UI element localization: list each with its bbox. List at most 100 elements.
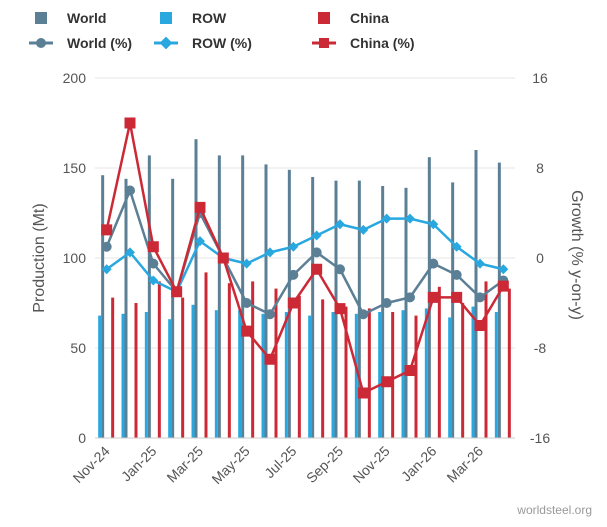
legend-label: World	[67, 10, 106, 26]
bar-china	[367, 308, 371, 438]
point-row	[265, 247, 275, 258]
bar-world	[497, 162, 501, 438]
x-tick-label: Nov-24	[70, 443, 113, 486]
point-row	[405, 213, 415, 224]
legend-marker-circle	[36, 38, 46, 48]
bar-china	[507, 288, 511, 438]
bar-world	[194, 139, 198, 438]
point-china	[311, 263, 323, 275]
point-world	[358, 309, 369, 320]
point-china	[241, 325, 253, 337]
point-world	[475, 292, 485, 303]
bar-row	[424, 308, 428, 438]
y2-tick-label: 8	[536, 160, 544, 176]
bar-row	[308, 315, 312, 438]
bar-row	[494, 312, 498, 438]
point-china	[147, 241, 159, 253]
bar-china	[297, 295, 301, 438]
bar-row	[121, 313, 125, 438]
x-tick-label: Nov-25	[350, 443, 393, 486]
y2-tick-label: 16	[532, 70, 548, 86]
point-row	[428, 219, 439, 230]
line-series-0	[105, 189, 505, 316]
bar-row	[448, 317, 452, 438]
bar-world	[381, 186, 385, 438]
point-china	[451, 291, 463, 303]
point-row	[241, 258, 252, 269]
bar-row	[98, 315, 102, 438]
bar-row	[354, 313, 358, 438]
point-row	[125, 247, 135, 258]
point-world	[428, 258, 439, 269]
point-china	[171, 286, 183, 298]
bar-world	[217, 155, 221, 438]
bar-world	[357, 180, 361, 438]
x-tick-label: May-25	[208, 443, 252, 487]
legend-label: China (%)	[350, 35, 415, 51]
bar-world	[311, 177, 315, 438]
point-world	[381, 298, 392, 308]
x-tick-label: Jul-25	[261, 443, 299, 481]
bar-china	[344, 306, 348, 438]
bar-row	[144, 312, 148, 438]
bar-china	[414, 315, 418, 438]
x-tick-label: Jan-26	[398, 443, 440, 485]
bar-china	[484, 281, 488, 438]
bar-world	[404, 187, 408, 438]
bar-world	[101, 175, 105, 438]
point-row	[148, 275, 159, 286]
point-row	[358, 224, 369, 235]
bar-china	[461, 303, 465, 438]
point-china	[101, 224, 113, 236]
legend-marker-diamond	[159, 36, 173, 50]
bar-world	[147, 155, 151, 438]
legend-marker-square	[319, 38, 329, 48]
point-china	[217, 252, 229, 264]
point-row	[311, 230, 322, 241]
bar-world	[124, 178, 128, 439]
legend-label: China	[350, 10, 389, 26]
point-row	[451, 241, 462, 252]
point-china	[497, 280, 509, 292]
y-tick-label: 100	[63, 250, 87, 266]
bar-row	[214, 310, 218, 438]
bar-row	[238, 310, 242, 438]
point-world	[265, 309, 275, 320]
y2-tick-label: -16	[530, 430, 550, 446]
bar-china	[181, 297, 185, 438]
y-tick-label: 50	[70, 340, 86, 356]
bar-china	[157, 281, 161, 438]
point-china	[474, 320, 486, 331]
bar-row	[378, 312, 382, 438]
point-row	[195, 236, 205, 247]
point-china	[427, 291, 439, 303]
bar-china	[321, 299, 325, 438]
bar-row	[168, 319, 172, 438]
point-world	[405, 292, 415, 303]
x-tick-label: Sep-25	[303, 443, 346, 486]
point-world	[451, 269, 462, 280]
point-china	[194, 201, 206, 213]
y-tick-label: 0	[78, 430, 86, 446]
bar-row	[331, 312, 335, 438]
bar-row	[471, 306, 475, 438]
point-china	[381, 376, 393, 388]
legend-swatch-row	[160, 12, 172, 24]
point-china	[357, 387, 369, 399]
bar-world	[451, 182, 455, 438]
point-row	[335, 219, 345, 230]
legend-label: ROW (%)	[192, 35, 252, 51]
point-china	[334, 303, 346, 315]
point-world	[101, 241, 112, 252]
point-row	[381, 213, 392, 224]
bar-china	[391, 312, 395, 438]
legend-label: ROW	[192, 10, 227, 26]
watermark: worldsteel.org	[516, 503, 592, 517]
legend-label: World (%)	[67, 35, 132, 51]
y-tick-label: 150	[63, 160, 87, 176]
bar-china	[111, 297, 115, 438]
x-tick-label: Mar-25	[163, 443, 206, 486]
bar-china	[204, 272, 208, 438]
bar-row	[284, 312, 288, 438]
y-tick-label: 200	[63, 70, 87, 86]
